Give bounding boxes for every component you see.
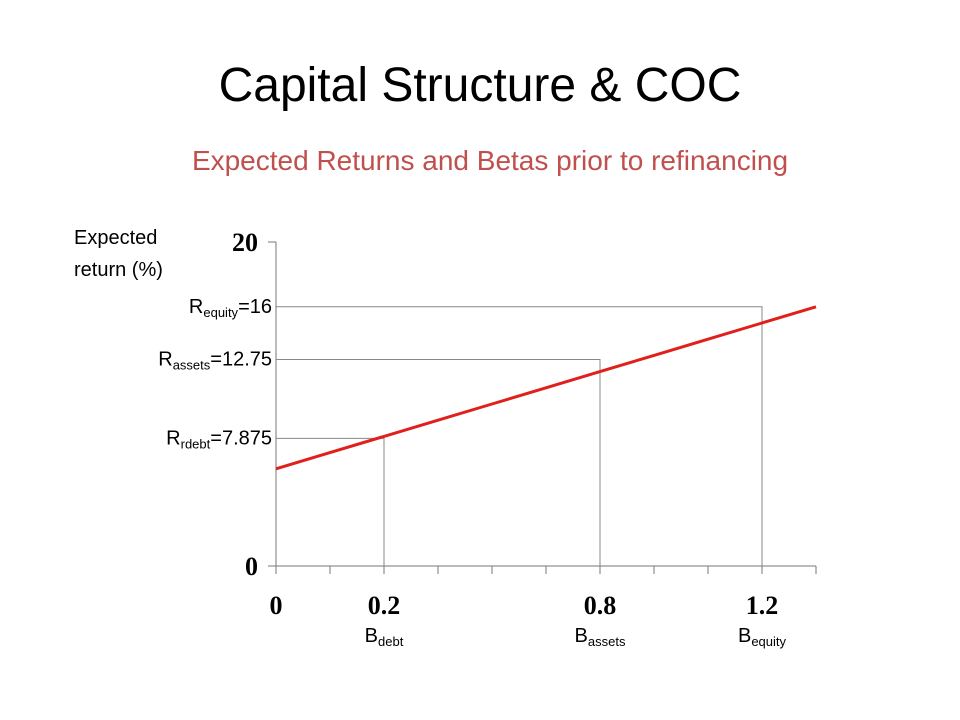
reference-symbol: R [166, 427, 180, 449]
reference-line [276, 358, 601, 566]
reference-subscript: assets [173, 357, 211, 372]
reference-value: =7.875 [210, 427, 272, 449]
reference-subscript: equity [203, 305, 238, 320]
x-tick-label: 0 [270, 591, 283, 620]
y-tick-label: 20 [232, 228, 258, 257]
x-tick-label: 0.2 [368, 591, 401, 620]
reference-line [276, 306, 763, 566]
beta-label: Bdebt [365, 625, 404, 649]
reference-label: Requity=16 [189, 296, 272, 320]
reference-value: =16 [238, 296, 272, 318]
reference-subscript: rdebt [181, 436, 211, 451]
x-tick-label: 0.8 [584, 591, 617, 620]
reference-symbol: R [189, 296, 203, 318]
reference-label: Rrdebt=7.875 [166, 427, 272, 451]
y-axis-label: Expected return (%) [74, 227, 163, 281]
beta-symbol: B [738, 625, 751, 647]
beta-label: Bequity [738, 625, 787, 649]
reference-symbol: R [158, 348, 172, 370]
beta-label: Bassets [575, 625, 626, 649]
beta-subscript: equity [751, 634, 786, 649]
beta-symbol: B [575, 625, 588, 647]
data-line [275, 305, 817, 471]
slide-title: Capital Structure & COC [218, 59, 742, 112]
beta-subscript: assets [588, 634, 626, 649]
beta-subscript: debt [378, 634, 404, 649]
x-tick-label: 1.2 [746, 591, 779, 620]
reference-line [276, 437, 385, 566]
chart-subtitle: Expected Returns and Betas prior to refi… [191, 145, 789, 176]
y-tick-label: 0 [245, 552, 258, 581]
beta-symbol: B [365, 625, 378, 647]
reference-label: Rassets=12.75 [158, 348, 272, 372]
reference-value: =12.75 [210, 348, 272, 370]
